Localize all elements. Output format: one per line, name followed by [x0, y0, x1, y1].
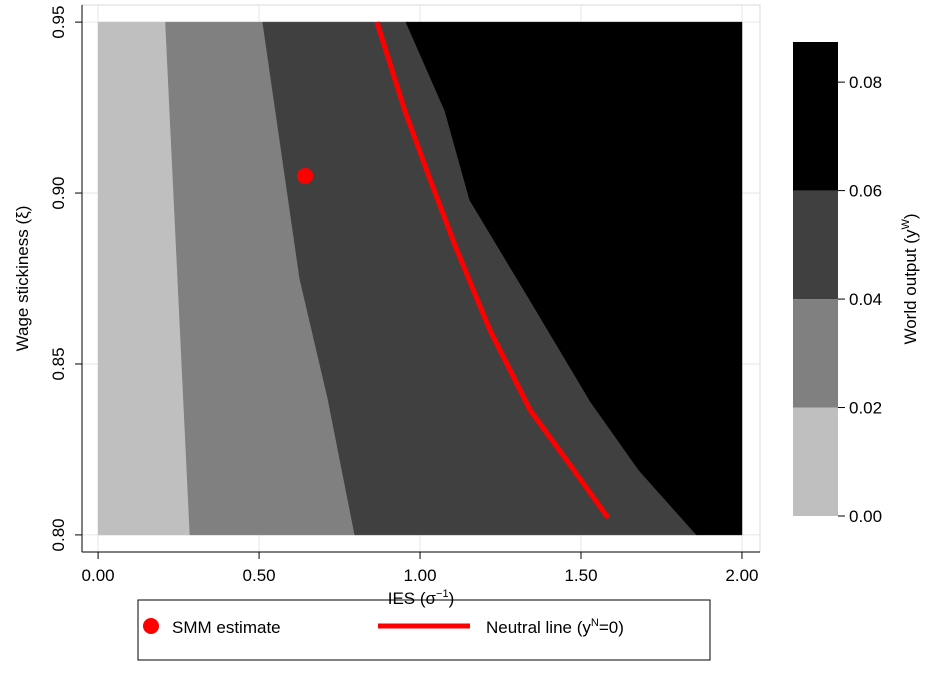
colorbar-band	[793, 42, 838, 191]
x-tick-label: 0.00	[82, 566, 115, 585]
x-axis-label-sup: −1	[436, 588, 449, 600]
x-axis-label-part: )	[449, 589, 455, 608]
colorbar-band	[793, 190, 838, 300]
contour-boundary	[262, 22, 356, 536]
colorbar-label: World output (yW)	[900, 213, 920, 344]
contour-boundary	[165, 22, 191, 535]
colorbar-tick-label: 0.00	[849, 507, 882, 526]
legend-label-sup: N	[591, 617, 599, 629]
legend-box	[137, 599, 711, 661]
contour-boundary	[405, 21, 698, 536]
x-axis-label: IES (σ−1)	[388, 588, 455, 608]
scatter-point	[297, 167, 314, 184]
y-tick-label: 0.85	[49, 347, 68, 380]
legend-marker	[143, 618, 159, 634]
colorbar-tick-label: 0.08	[849, 73, 882, 92]
legend-label: SMM estimate	[172, 618, 281, 637]
y-tick-label: 0.80	[49, 518, 68, 551]
y-tick-label: 0.95	[49, 6, 68, 39]
colorbar-band	[793, 407, 838, 516]
colorbar-label-part: )	[901, 213, 920, 219]
colorbar-band	[793, 299, 838, 408]
legend-label: Neutral line (yN=0)	[486, 617, 624, 637]
x-tick-label: 1.50	[564, 566, 597, 585]
y-axis-label: Wage stickiness (ξ)	[13, 206, 32, 352]
colorbar-tick-label: 0.04	[849, 290, 882, 309]
colorbar-tick-label: 0.06	[849, 182, 882, 201]
colorbar-tick-label: 0.02	[849, 399, 882, 418]
x-axis-label-part: IES (σ	[388, 589, 437, 608]
x-tick-label: 2.00	[725, 566, 758, 585]
x-tick-label: 1.00	[403, 566, 436, 585]
colorbar-label-part: World output (y	[901, 229, 920, 344]
legend-label-part: Neutral line (y	[486, 618, 591, 637]
colorbar-label-sup: W	[900, 219, 912, 230]
y-tick-label: 0.90	[49, 176, 68, 209]
neutral-line	[374, 21, 611, 520]
legend-label-part: =0)	[599, 618, 624, 637]
x-tick-label: 0.50	[243, 566, 276, 585]
